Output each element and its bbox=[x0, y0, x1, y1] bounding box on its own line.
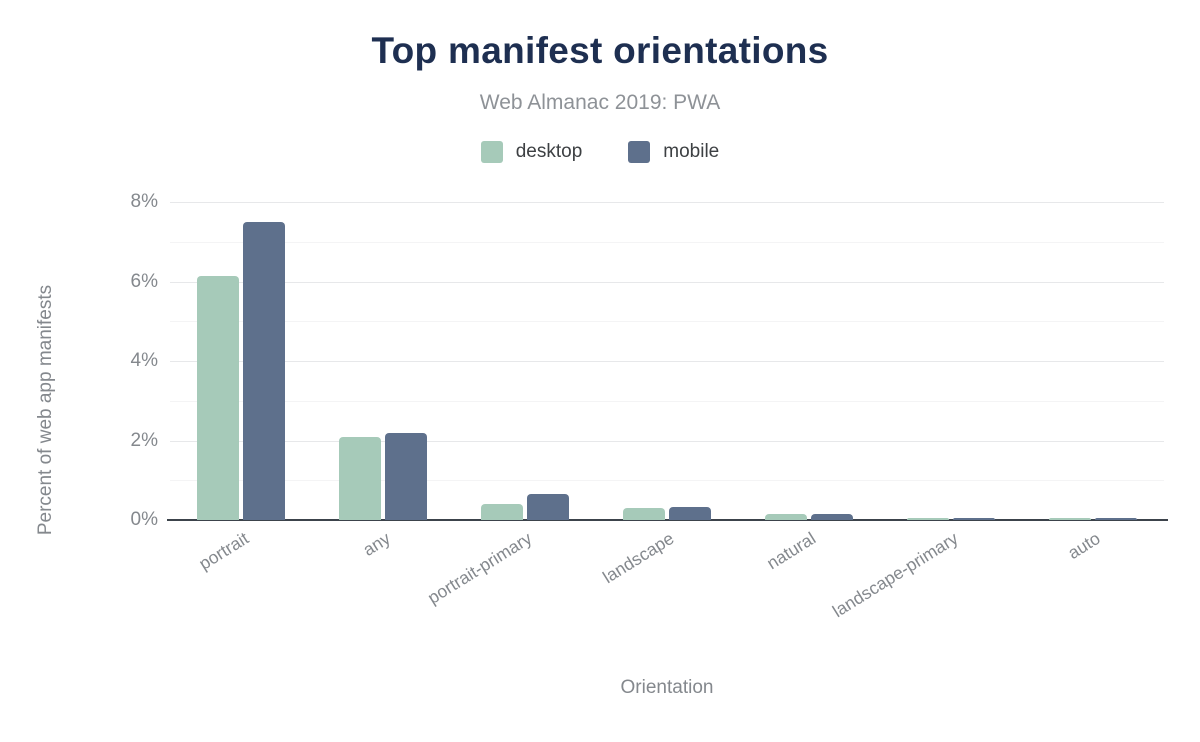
plot-area bbox=[167, 202, 1168, 521]
bar-mobile-landscape-primary[interactable] bbox=[953, 518, 995, 520]
x-axis-labels: portrait any portrait-primary landscape natu… bbox=[170, 528, 1164, 658]
legend-item-mobile[interactable]: mobile bbox=[628, 141, 719, 163]
bar-mobile-landscape[interactable] bbox=[669, 506, 711, 520]
chart-subtitle: Web Almanac 2019: PWA bbox=[479, 91, 721, 114]
bar-desktop-natural[interactable] bbox=[765, 513, 807, 520]
y-tick-label-4pct: 4% bbox=[130, 350, 158, 371]
x-tick-label-any: any bbox=[359, 528, 394, 560]
bar-mobile-portrait[interactable] bbox=[243, 221, 285, 520]
bar-group-landscape-primary bbox=[880, 202, 1022, 520]
bar-desktop-landscape[interactable] bbox=[623, 508, 665, 520]
x-tick-label-landscape-primary: landscape-primary bbox=[828, 528, 962, 622]
bar-desktop-any[interactable] bbox=[339, 436, 381, 520]
bar-mobile-auto[interactable] bbox=[1095, 518, 1137, 520]
x-tick-label-natural: natural bbox=[763, 528, 820, 574]
y-axis-ticks: 8% 6% 4% 2% 0% bbox=[0, 191, 158, 530]
bar-group-landscape bbox=[596, 202, 738, 520]
legend-item-desktop[interactable]: desktop bbox=[480, 141, 583, 163]
bar-desktop-landscape-primary[interactable] bbox=[907, 518, 949, 520]
gridlines bbox=[170, 202, 1164, 520]
x-tick-label-portrait: portrait bbox=[194, 528, 252, 574]
minor-gridline-3pct bbox=[170, 400, 1164, 402]
bar-group-portrait bbox=[170, 202, 312, 520]
bar-desktop-portrait[interactable] bbox=[197, 276, 239, 520]
y-tick-label-8pct: 8% bbox=[130, 191, 158, 212]
legend-label-desktop: desktop bbox=[515, 141, 583, 162]
bar-group-portrait-primary bbox=[454, 202, 596, 520]
x-tick-label-landscape: landscape bbox=[599, 528, 678, 588]
major-gridline-8pct bbox=[170, 202, 1164, 203]
x-axis-title: Orientation bbox=[620, 677, 714, 698]
y-tick-label-2pct: 2% bbox=[130, 429, 158, 451]
bars-layer bbox=[170, 202, 1164, 520]
major-gridline-6pct bbox=[170, 281, 1164, 283]
x-tick-label-portrait-primary: portrait-primary bbox=[424, 528, 536, 608]
bar-mobile-natural[interactable] bbox=[811, 514, 853, 520]
bar-mobile-any[interactable] bbox=[385, 433, 427, 520]
legend-swatch-desktop-icon bbox=[480, 141, 503, 163]
legend: desktop mobile bbox=[0, 141, 1200, 163]
major-gridline-4pct bbox=[170, 361, 1164, 362]
bar-mobile-portrait-primary[interactable] bbox=[527, 494, 569, 520]
bar-group-natural bbox=[738, 202, 880, 520]
bar-group-any bbox=[312, 202, 454, 520]
y-tick-label-0pct: 0% bbox=[130, 509, 158, 530]
minor-gridline-7pct bbox=[170, 241, 1164, 243]
major-gridline-2pct bbox=[170, 440, 1164, 442]
bar-desktop-portrait-primary[interactable] bbox=[481, 504, 523, 520]
legend-swatch-mobile-icon bbox=[628, 141, 651, 163]
legend-label-mobile: mobile bbox=[663, 141, 720, 162]
x-tick-label-auto: auto bbox=[1064, 528, 1104, 564]
minor-gridline-1pct bbox=[170, 480, 1164, 482]
y-tick-label-6pct: 6% bbox=[130, 270, 158, 292]
minor-gridline-5pct bbox=[170, 321, 1164, 323]
x-axis-line bbox=[167, 519, 1168, 521]
bar-group-auto bbox=[1022, 202, 1164, 520]
bar-desktop-auto[interactable] bbox=[1049, 518, 1091, 520]
chart-title: Top manifest orientations bbox=[371, 30, 829, 71]
